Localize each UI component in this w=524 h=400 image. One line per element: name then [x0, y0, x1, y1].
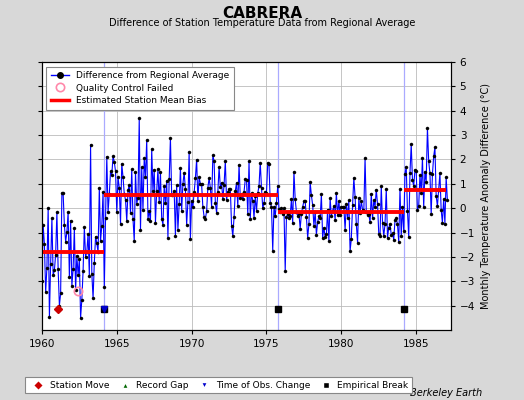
- Text: Berkeley Earth: Berkeley Earth: [410, 388, 482, 398]
- Legend: Station Move, Record Gap, Time of Obs. Change, Empirical Break: Station Move, Record Gap, Time of Obs. C…: [26, 377, 412, 394]
- Legend: Difference from Regional Average, Quality Control Failed, Estimated Station Mean: Difference from Regional Average, Qualit…: [47, 66, 234, 110]
- Y-axis label: Monthly Temperature Anomaly Difference (°C): Monthly Temperature Anomaly Difference (…: [481, 83, 490, 309]
- Text: Difference of Station Temperature Data from Regional Average: Difference of Station Temperature Data f…: [109, 18, 415, 28]
- Text: CABRERA: CABRERA: [222, 6, 302, 21]
